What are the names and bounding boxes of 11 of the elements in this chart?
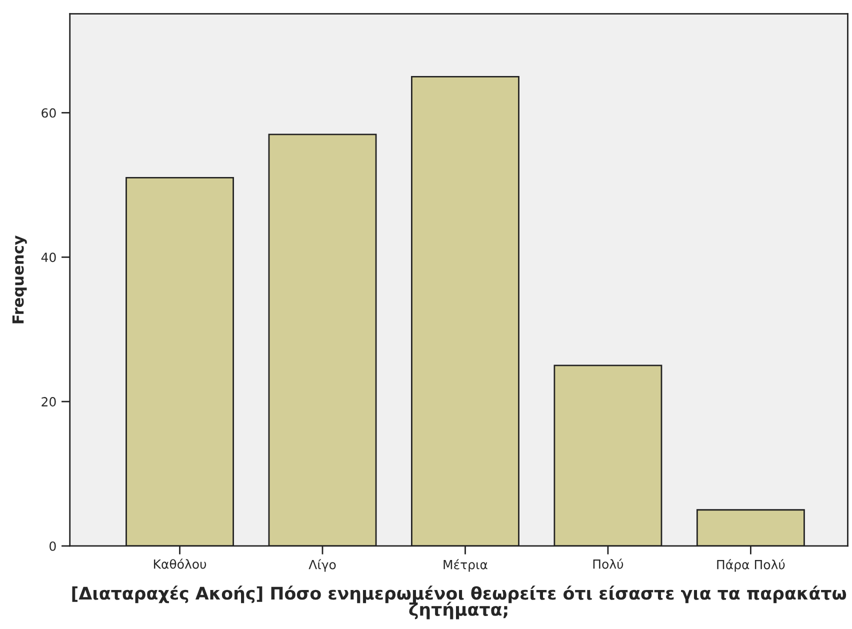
y-tick-label: 20 <box>42 397 56 406</box>
x-tick-label: Πάρα Πολύ <box>717 559 785 572</box>
x-tick-label: Πολύ <box>593 558 624 569</box>
y-tick-label: 0 <box>50 541 56 551</box>
y-axis-title: Frequency <box>12 235 27 324</box>
x-tick-label: Καθόλου <box>154 558 206 569</box>
x-axis-title: [Διαταραχές Ακοής] Πόσο ενημερωμένοι θεωρείτε ότι είσαστε για τα παρακάτω ζητήματα; <box>72 586 846 620</box>
x-tick-label: Λίγο <box>308 559 336 572</box>
y-tick-label: 60 <box>42 108 56 118</box>
x-tick-label: Μέτρια <box>444 559 488 572</box>
y-tick-label: 40 <box>41 252 56 262</box>
